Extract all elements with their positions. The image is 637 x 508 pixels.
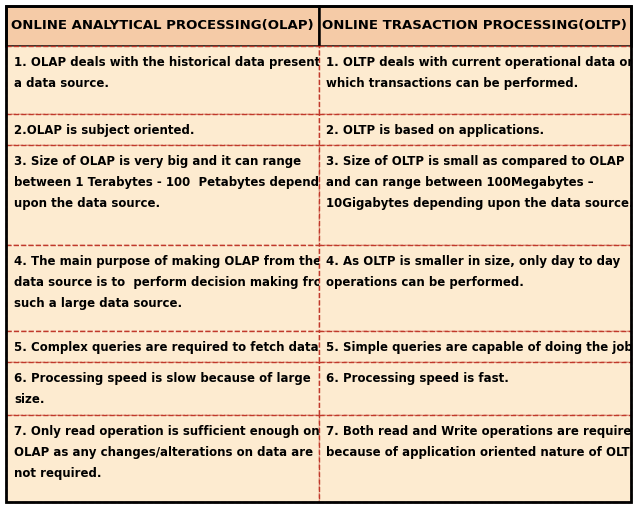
Text: 7. Both read and Write operations are required
because of application oriented n: 7. Both read and Write operations are re… [327, 425, 637, 459]
Bar [6, 145, 318, 244]
Bar [6, 331, 318, 362]
Text: 6. Processing speed is slow because of large
size.: 6. Processing speed is slow because of l… [14, 372, 311, 406]
Text: ONLINE ANALYTICAL PROCESSING(OLAP): ONLINE ANALYTICAL PROCESSING(OLAP) [11, 19, 313, 33]
Bar [6, 362, 318, 415]
Text: 5. Complex queries are required to fetch data.: 5. Complex queries are required to fetch… [14, 341, 323, 355]
Text: 2. OLTP is based on applications.: 2. OLTP is based on applications. [327, 124, 545, 137]
Text: 1. OLTP deals with current operational data on
which transactions can be perform: 1. OLTP deals with current operational d… [327, 56, 636, 90]
Bar [318, 6, 631, 46]
Bar [318, 46, 631, 114]
Text: 1. OLAP deals with the historical data present in
a data source.: 1. OLAP deals with the historical data p… [14, 56, 337, 90]
Text: 2.OLAP is subject oriented.: 2.OLAP is subject oriented. [14, 124, 194, 137]
Bar [318, 331, 631, 362]
Text: ONLINE TRASACTION PROCESSING(OLTP): ONLINE TRASACTION PROCESSING(OLTP) [322, 19, 627, 33]
Bar [6, 46, 318, 114]
Bar [6, 6, 318, 46]
Text: 4. The main purpose of making OLAP from the
data source is to  perform decision : 4. The main purpose of making OLAP from … [14, 255, 334, 309]
Bar [318, 114, 631, 145]
Bar [318, 362, 631, 415]
Bar [318, 145, 631, 244]
Text: 3. Size of OLTP is small as compared to OLAP
and can range between 100Megabytes : 3. Size of OLTP is small as compared to … [327, 155, 634, 210]
Text: 5. Simple queries are capable of doing the job.: 5. Simple queries are capable of doing t… [327, 341, 637, 355]
Bar [318, 415, 631, 502]
Text: 6. Processing speed is fast.: 6. Processing speed is fast. [327, 372, 510, 386]
Bar [318, 244, 631, 331]
Text: 4. As OLTP is smaller in size, only day to day
operations can be performed.: 4. As OLTP is smaller in size, only day … [327, 255, 620, 289]
Bar [6, 415, 318, 502]
Bar [6, 244, 318, 331]
Text: 3. Size of OLAP is very big and it can range
between 1 Terabytes - 100  Petabyte: 3. Size of OLAP is very big and it can r… [14, 155, 340, 210]
Text: 7. Only read operation is sufficient enough on
OLAP as any changes/alterations o: 7. Only read operation is sufficient eno… [14, 425, 320, 480]
Bar [6, 114, 318, 145]
